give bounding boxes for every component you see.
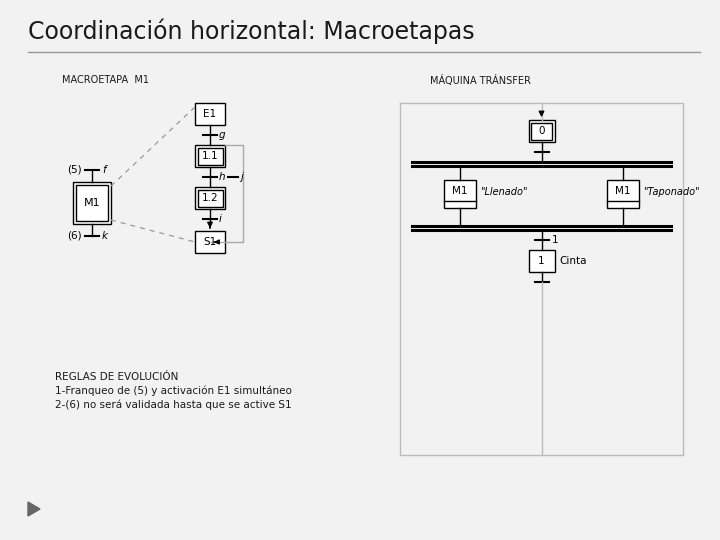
Bar [195,231,225,253]
Text: 2-(6) no será validada hasta que se active S1: 2-(6) no será validada hasta que se acti… [55,400,292,410]
Text: f: f [102,165,106,175]
Polygon shape [28,502,40,516]
Bar [528,120,554,142]
Text: k: k [102,231,108,241]
Bar [195,145,225,167]
Bar [195,103,225,125]
Text: 1.2: 1.2 [202,193,218,203]
Text: j: j [240,172,243,182]
Text: 1: 1 [538,256,545,266]
Bar [76,185,108,221]
Text: (5): (5) [68,165,82,175]
Text: Cinta: Cinta [559,256,587,266]
Text: M1: M1 [84,198,100,208]
Text: "Taponado": "Taponado" [643,187,700,197]
Text: h: h [219,172,225,182]
Text: MACROETAPA  M1: MACROETAPA M1 [62,75,149,85]
Bar [607,180,639,208]
Text: "Llenado": "Llenado" [480,187,528,197]
Bar [197,147,222,165]
Text: 1-Franqueo de (5) y activación E1 simultáneo: 1-Franqueo de (5) y activación E1 simult… [55,386,292,396]
Bar [73,182,111,224]
Text: M1: M1 [452,186,468,195]
Text: 0: 0 [539,126,545,136]
Text: Coordinación horizontal: Macroetapas: Coordinación horizontal: Macroetapas [28,18,474,44]
Text: g: g [219,130,225,140]
Bar [197,190,222,206]
Text: i: i [219,214,222,224]
Text: (6): (6) [68,231,82,241]
Text: REGLAS DE EVOLUCIÓN: REGLAS DE EVOLUCIÓN [55,372,179,382]
Text: S1: S1 [203,237,217,247]
Bar [444,180,476,208]
Text: 1: 1 [552,235,558,245]
Text: E1: E1 [204,109,217,119]
Bar [195,187,225,209]
Bar [528,250,554,272]
Text: M1: M1 [616,186,631,195]
Text: 1.1: 1.1 [202,151,218,161]
Text: MÁQUINA TRÁNSFER: MÁQUINA TRÁNSFER [430,75,531,86]
Bar [531,123,552,139]
